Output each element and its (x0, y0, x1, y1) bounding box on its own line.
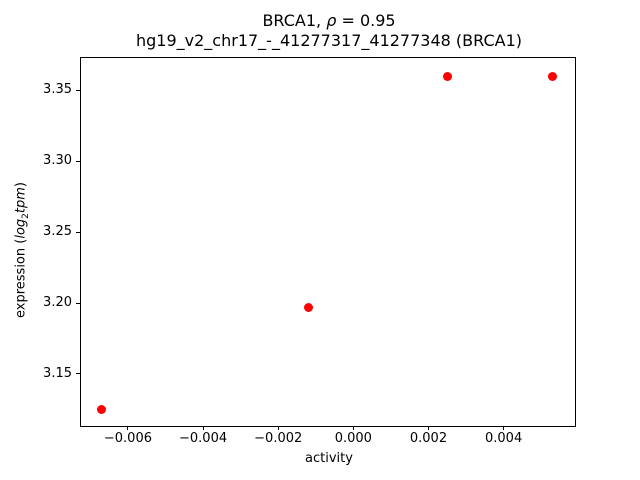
data-point (442, 71, 452, 81)
chart-title: BRCA1, ρ = 0.95 hg19_v2_chr17_-_41277317… (81, 11, 577, 51)
x-axis-tick-label: −0.006 (103, 431, 152, 446)
title-gene-label: BRCA1, (262, 11, 327, 30)
y-axis-tick-label: 3.20 (43, 295, 72, 310)
y-axis-tick-label: 3.25 (43, 224, 72, 240)
data-point (97, 404, 107, 414)
x-axis-tick-label: 0.002 (409, 431, 448, 446)
x-axis-tick-label: 0.000 (334, 431, 372, 446)
data-point (303, 302, 313, 312)
x-axis-tick (202, 426, 204, 430)
ylabel-subscript: 2 (21, 213, 32, 219)
x-axis-tick (352, 426, 354, 430)
y-axis-tick (76, 302, 80, 304)
x-axis-tick (427, 426, 429, 430)
x-axis-tick (503, 426, 505, 430)
y-axis-tick (76, 373, 80, 375)
title-rho-symbol: ρ (326, 11, 337, 30)
plot-area: −0.006 −0.004 −0.002 0.000 0.002 0.004 3.15 3.2… (43, 57, 576, 446)
x-axis-tick-label: −0.004 (179, 431, 228, 446)
ylabel-suffix: ) (13, 182, 29, 188)
data-point (547, 71, 557, 81)
chart-title-line1: BRCA1, ρ = 0.95 (81, 11, 577, 31)
y-axis-tick-label: 3.35 (43, 82, 72, 98)
x-axis-tick-label: −0.002 (254, 431, 303, 446)
y-axis-tick (76, 160, 80, 162)
y-axis-tick (76, 89, 80, 91)
x-axis-tick (127, 426, 129, 430)
chart-title-line2: hg19_v2_chr17_-_41277317_41277348 (BRCA1… (136, 31, 522, 50)
y-axis-tick (76, 231, 80, 233)
x-axis-label: activity (305, 451, 353, 466)
ylabel-tpm: tpm (13, 187, 29, 214)
y-axis-tick-label: 3.15 (43, 365, 72, 381)
title-rho-value: = 0.95 (336, 11, 396, 30)
x-axis-tick (277, 426, 279, 430)
y-axis-tick-label: 3.30 (43, 153, 72, 169)
x-axis-tick-label: 0.004 (485, 431, 523, 446)
